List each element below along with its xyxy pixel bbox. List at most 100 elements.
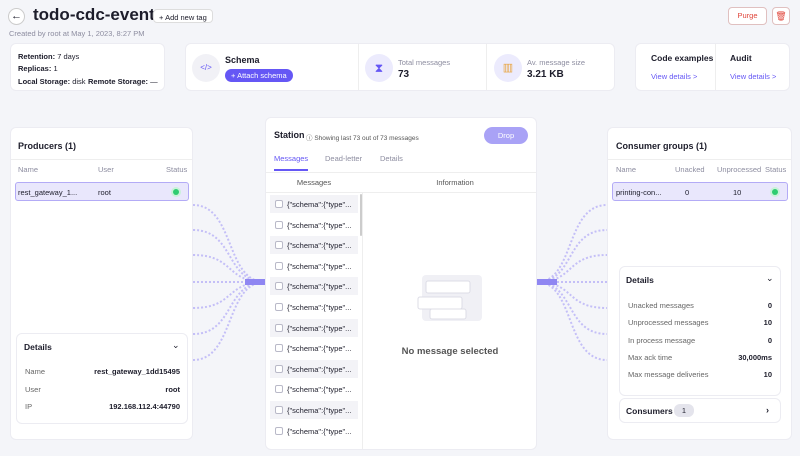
station-note: ⓘ Showing last 73 out of 73 messages: [306, 135, 419, 142]
divider: [362, 192, 363, 449]
checkbox[interactable]: [275, 220, 283, 229]
message-preview: {"schema":{"type"...: [287, 426, 352, 436]
detail-value: rest_gateway_1dd15495: [94, 367, 180, 376]
column-header: Name: [616, 165, 637, 174]
created-info: Created by root at May 1, 2023, 8:27 PM: [9, 29, 145, 38]
checkbox[interactable]: [275, 323, 283, 332]
delete-button[interactable]: 🗑: [772, 7, 790, 25]
message-row[interactable]: {"schema":{"type"...: [270, 236, 358, 255]
detail-value: 30,000ms: [738, 352, 772, 362]
info-label: Retention:: [18, 52, 56, 61]
collapse-icon[interactable]: ⌄: [172, 340, 180, 350]
attach-schema-button[interactable]: + Attach schema: [225, 69, 293, 82]
info-label: Remote Storage:: [88, 77, 149, 86]
checkbox[interactable]: [275, 241, 283, 250]
checkbox[interactable]: [275, 364, 283, 373]
detail-label: User: [25, 384, 41, 394]
detail-label: Name: [25, 367, 46, 376]
message-preview: {"schema":{"type"...: [287, 303, 352, 312]
avg-size-value: 3.21 KB: [527, 69, 564, 80]
unprocessed-count: 10: [733, 188, 742, 197]
tab[interactable]: Messages: [274, 154, 309, 163]
checkbox[interactable]: [275, 261, 283, 270]
message-preview: {"schema":{"type"...: [287, 364, 352, 374]
message-row[interactable]: {"schema":{"type"...: [270, 380, 358, 399]
divider: [11, 159, 192, 160]
tab[interactable]: Dead-letter: [325, 154, 363, 163]
consumers-footer[interactable]: Consumers 1 ›: [619, 398, 781, 423]
code-examples-title: Code examples: [651, 53, 714, 63]
checkbox[interactable]: [275, 303, 283, 311]
info-item: Remote Storage: —: [88, 77, 158, 86]
station-note-text: Showing last 73 out of 73 messages: [314, 135, 419, 142]
checkbox[interactable]: [275, 344, 283, 353]
checkbox[interactable]: [275, 385, 283, 394]
consumer-row[interactable]: printing-con... 0 10: [612, 182, 788, 201]
info-item: Retention: 7 days: [18, 52, 79, 61]
column-header: Unacked: [675, 165, 705, 174]
message-row[interactable]: {"schema":{"type"...: [270, 277, 358, 296]
message-row[interactable]: {"schema":{"type"...: [270, 401, 358, 419]
total-messages-value: 73: [398, 69, 410, 80]
details-title: Details: [626, 275, 654, 285]
message-preview: {"schema":{"type"...: [287, 344, 352, 354]
audit-link[interactable]: View details >: [730, 72, 777, 81]
detail-label: In process message: [628, 335, 696, 345]
message-row[interactable]: {"schema":{"type"...: [270, 421, 358, 440]
message-preview: {"schema":{"type"...: [287, 220, 352, 230]
info-item: Local Storage: disk: [18, 77, 86, 86]
back-button[interactable]: ←: [8, 8, 25, 25]
message-row[interactable]: {"schema":{"type"...: [270, 318, 358, 337]
checkbox[interactable]: [275, 426, 283, 435]
message-preview: {"schema":{"type"...: [287, 323, 352, 333]
message-row[interactable]: {"schema":{"type"...: [270, 339, 358, 358]
checkbox[interactable]: [275, 200, 283, 208]
message-row[interactable]: {"schema":{"type"...: [270, 298, 358, 316]
info-card: Retention: 7 days Replicas: 1 Local Stor…: [10, 43, 165, 91]
checkbox[interactable]: [275, 406, 283, 414]
detail-value: 192.168.112.4:44790: [109, 402, 180, 411]
purge-button[interactable]: Purge: [728, 7, 767, 25]
schema-icon: </>: [192, 54, 220, 82]
code-examples-link[interactable]: View details >: [651, 72, 698, 81]
add-tag-button[interactable]: + Add new tag: [153, 9, 213, 23]
collapse-icon[interactable]: ⌄: [766, 273, 774, 283]
producer-row[interactable]: rest_gateway_1... root: [15, 182, 189, 201]
status-dot: [173, 189, 179, 195]
message-preview: {"schema":{"type"...: [287, 241, 352, 251]
divider: [486, 44, 487, 90]
messages-icon: ⧗: [365, 54, 393, 82]
detail-label: Max message deliveries: [628, 370, 709, 380]
size-icon: ▥: [494, 54, 522, 82]
links-card: Code examples View details > Audit View …: [635, 43, 790, 91]
detail-value: 10: [763, 370, 772, 380]
drop-button[interactable]: Drop: [484, 127, 528, 144]
audit-title: Audit: [730, 53, 752, 63]
message-row[interactable]: {"schema":{"type"...: [270, 359, 358, 378]
message-row[interactable]: {"schema":{"type"...: [270, 215, 358, 234]
column-header: Messages: [296, 178, 332, 187]
message-preview: {"schema":{"type"...: [287, 385, 352, 395]
column-header: Status: [166, 165, 188, 174]
details-title: Details: [24, 342, 52, 352]
tab[interactable]: Details: [380, 154, 403, 163]
info-value: —: [150, 77, 158, 86]
consumers-title: Consumer groups (1): [616, 141, 708, 151]
empty-message: No message selected: [401, 346, 499, 357]
message-row[interactable]: {"schema":{"type"...: [270, 256, 358, 275]
divider: [358, 44, 359, 90]
checkbox[interactable]: [275, 282, 283, 291]
consumers-card: Consumer groups (1) Name Unacked Unproce…: [607, 127, 792, 440]
detail-label: Unacked messages: [628, 301, 694, 310]
message-row[interactable]: {"schema":{"type"...: [270, 195, 358, 213]
scrollbar[interactable]: [360, 194, 362, 236]
detail-value: 0: [767, 301, 772, 310]
detail-label: Unprocessed messages: [628, 318, 709, 328]
divider: [266, 192, 536, 193]
consumers-count: 1: [674, 404, 694, 417]
detail-label: Max ack time: [628, 352, 673, 362]
status-dot: [772, 189, 778, 195]
column-header: Information: [436, 178, 474, 187]
column-header: Unprocessed: [717, 165, 762, 174]
total-messages-label: Total messages: [398, 58, 451, 67]
